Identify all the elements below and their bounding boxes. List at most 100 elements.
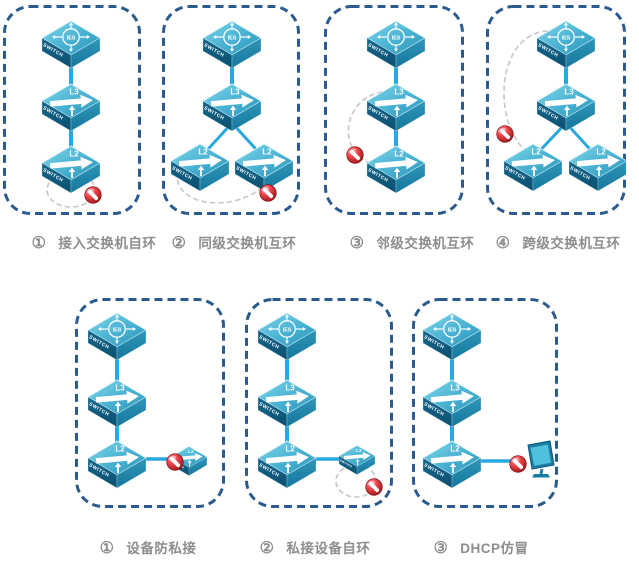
arrow-head [411,35,415,39]
arrow-head [377,35,381,39]
switch-right-face [356,455,376,475]
switch-right-face [451,329,482,361]
ies-routing-icon: IES [268,314,306,344]
switch-right-face [286,396,317,428]
switch-label-text: L3 [450,384,460,393]
switch-right-face [451,457,482,489]
caption-text: 接入交换机自环 [58,236,157,251]
caption-number: ① [99,540,115,557]
uplink-arrow-icon [449,401,457,412]
ies-routing-icon: IES [377,22,415,52]
arrow-head [285,314,289,318]
arrow-head [115,314,119,318]
uplink-arrow-icon [355,458,360,466]
panel-dashed-border [75,298,225,508]
arrow-head [268,327,272,331]
switch-label-text: L3 [69,88,79,97]
arrow-head [302,327,306,331]
uplink-arrow-icon [284,462,292,473]
throughput-arrow-icon [430,451,474,465]
uplink-arrow-icon [114,401,122,412]
arrow-head [564,48,568,52]
arrow-head [213,35,217,39]
caption-number: ③ [349,235,365,252]
panel-peer-switch-loop: IES SWITCH L3 SWITCH L2 SWITCH L2 SWITCH [162,5,300,215]
switch-right-face [532,160,563,192]
loop-dashed-path [347,91,383,166]
throughput-arrow-icon [576,154,620,168]
switch-label-text: L2 [115,445,125,454]
switch-name-label: SWITCH [339,458,353,468]
prohibit-icon [346,146,364,164]
throughput-arrow-icon [511,154,555,168]
ies-routing-icon: IES [433,314,471,344]
caption-adjacent-switch-loop: ③ 邻级交换机互环 [350,234,475,254]
switch-label-text: SWITCH [339,458,353,468]
caption-peer-switch-loop: ② 同级交换机互环 [172,234,297,254]
ies-routing-icon: IES [52,22,90,52]
switch-label-text: L2 [285,445,295,454]
arrow-head [581,35,585,39]
switch-right-face [70,100,101,132]
caption-access-switch-self-loop: ① 接入交换机自环 [32,234,157,254]
arrow-head [467,327,471,331]
throughput-arrow-icon [430,390,474,404]
switch-right-face [451,396,482,428]
panel-dashed-border [162,5,300,215]
arrow-head [69,22,73,26]
switch-right-face [565,37,596,69]
throughput-arrow-icon [210,94,254,108]
arrow-head [86,35,90,39]
arrow-head [115,340,119,344]
throughput-arrow-icon [242,154,286,168]
prohibit-icon [259,184,277,202]
caption-text: DHCP仿冒 [460,541,529,556]
switch-right-face [597,161,626,192]
prohibit-icon [84,186,102,204]
caption-text: 邻级交换机互环 [376,236,475,251]
caption-text: 跨级交换机互环 [522,236,621,251]
switch-label-text: IES [392,35,401,41]
switch-right-face [116,457,147,489]
panel-access-switch-self-loop: IES SWITCH L3 SWITCH L2 SWITCH [3,5,141,215]
arrow-head [564,22,568,26]
prohibit-icon [509,455,527,473]
switch-right-face [395,162,426,194]
prohibit-icon [365,478,383,496]
switch-right-face [199,160,230,192]
arrow-head [450,314,454,318]
switch-label-text: L2 [531,148,541,157]
switch-right-face [565,100,596,132]
switch-label-text: L2 [596,148,606,157]
loop-dashed-path [503,30,548,155]
uplink-arrow-icon [563,105,571,116]
uplink-arrow-icon [284,401,292,412]
switch-label-text: L3 [230,88,240,97]
switch-label-text: IES [228,35,237,41]
panel-dhcp-spoofing: IES SWITCH L3 SWITCH L2 SWITCH [412,298,558,508]
switch-label-text: L3 [564,88,574,97]
switch-label-text: L2 [394,150,404,159]
throughput-arrow-icon [49,156,93,170]
switch-right-face [395,100,426,132]
arrow-head [247,35,251,39]
switch-label-text: L3 [115,384,125,393]
arrow-head [450,340,454,344]
pc-monitor-icon [527,440,555,478]
caption-text: 设备防私接 [126,541,197,556]
arrow-head [285,340,289,344]
